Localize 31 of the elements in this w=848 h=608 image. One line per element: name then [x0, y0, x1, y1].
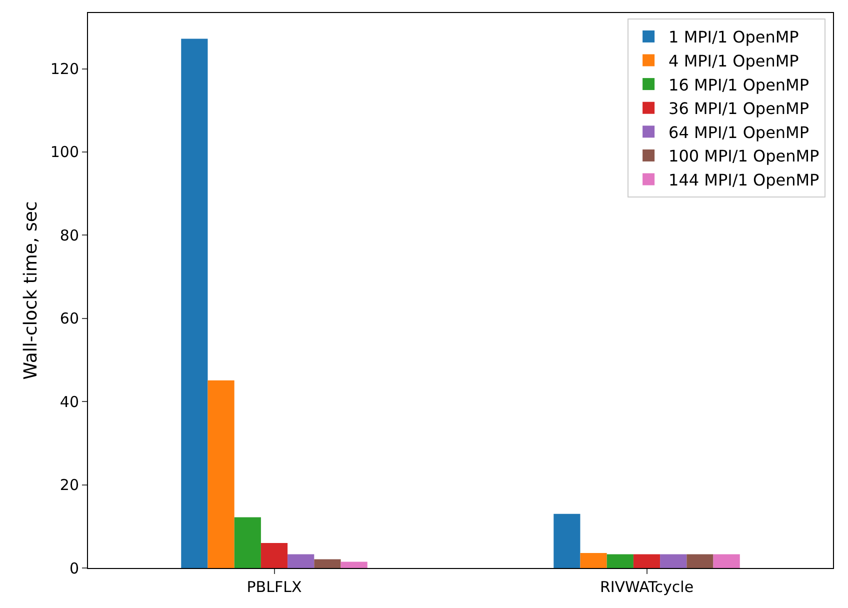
bar [633, 554, 660, 568]
x-tick-label: PBLFLX [246, 578, 302, 596]
y-tick-label: 60 [60, 310, 79, 328]
legend-label: 100 MPI/1 OpenMP [668, 146, 820, 166]
bar [208, 380, 234, 568]
bar [340, 562, 368, 568]
bar [713, 554, 740, 568]
bar [554, 514, 580, 568]
legend-label: 144 MPI/1 OpenMP [668, 170, 820, 190]
bar [234, 517, 261, 568]
bar [580, 553, 607, 568]
legend-label: 1 MPI/1 OpenMP [668, 28, 800, 47]
x-tick-label: RIVWATcycle [600, 578, 694, 596]
bar [606, 554, 634, 568]
bar [660, 554, 687, 568]
y-tick-label: 0 [69, 559, 79, 578]
bar [686, 554, 714, 568]
y-tick-label: 80 [60, 226, 79, 244]
y-tick-label: 20 [60, 476, 79, 494]
legend-label: 64 MPI/1 OpenMP [668, 122, 810, 142]
legend-label: 36 MPI/1 OpenMP [668, 99, 810, 118]
bar [260, 543, 288, 568]
legend-label: 4 MPI/1 OpenMP [668, 51, 800, 70]
bar [314, 559, 341, 568]
y-tick-label: 100 [50, 143, 79, 162]
y-tick-label: 40 [60, 392, 79, 411]
legend-label: 16 MPI/1 OpenMP [668, 75, 810, 94]
y-axis-title: Wall-clock time, sec [20, 201, 42, 380]
bar [181, 38, 208, 568]
y-tick-label: 120 [50, 60, 79, 78]
bar [288, 554, 314, 568]
